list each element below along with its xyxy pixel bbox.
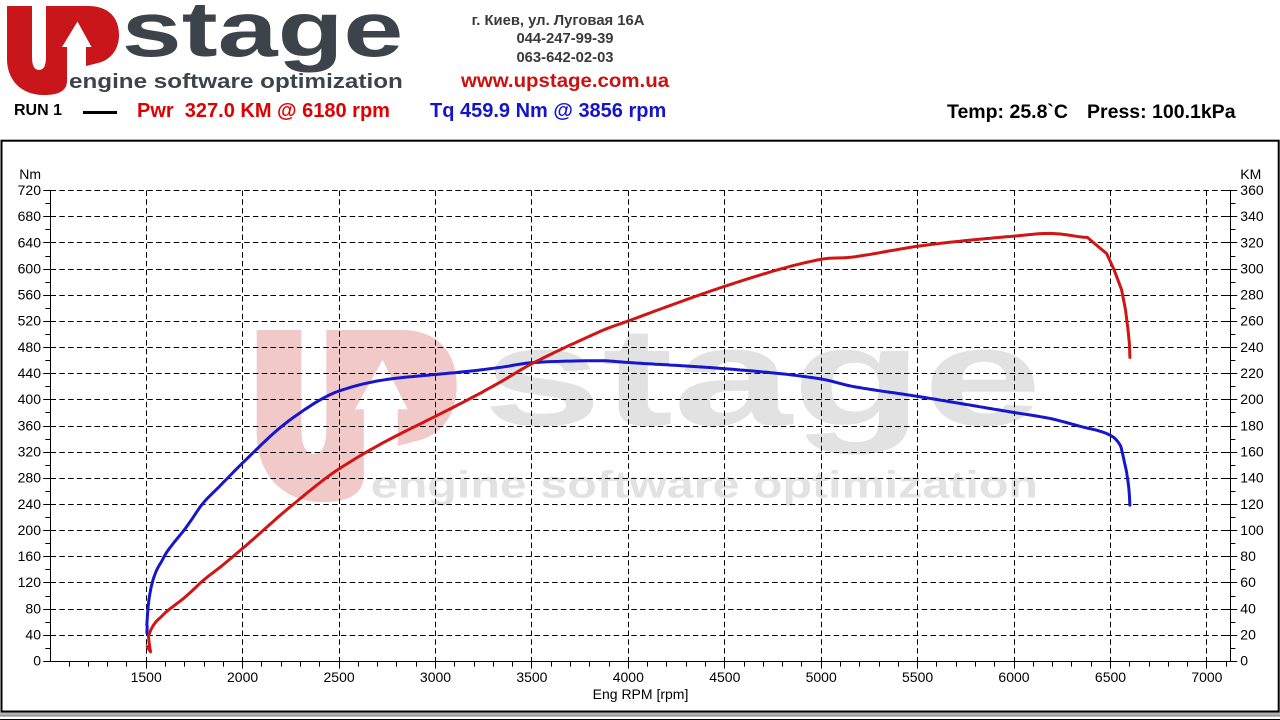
svg-text:320: 320 [1240,234,1264,250]
svg-text:stage: stage [483,299,1042,455]
svg-text:120: 120 [18,574,42,590]
svg-text:5500: 5500 [902,669,933,685]
svg-text:680: 680 [18,208,42,224]
svg-text:340: 340 [1240,208,1264,224]
svg-text:280: 280 [1240,287,1264,303]
svg-text:240: 240 [18,496,42,512]
svg-text:5000: 5000 [806,669,837,685]
svg-text:280: 280 [18,470,42,486]
svg-text:0: 0 [1240,653,1248,669]
svg-text:4500: 4500 [709,669,740,685]
svg-text:3000: 3000 [420,669,451,685]
svg-text:80: 80 [25,600,41,616]
svg-text:360: 360 [18,417,42,433]
svg-text:480: 480 [18,339,42,355]
svg-text:40: 40 [25,627,41,643]
svg-text:360: 360 [1240,182,1264,198]
svg-text:100: 100 [1240,522,1264,538]
svg-text:engine software optimization: engine software optimization [371,464,1038,506]
svg-text:40: 40 [1240,600,1256,616]
svg-text:KM: KM [1240,166,1261,182]
svg-text:600: 600 [18,260,42,276]
svg-text:560: 560 [18,287,42,303]
svg-text:640: 640 [18,234,42,250]
svg-text:160: 160 [1240,444,1264,460]
svg-text:80: 80 [1240,548,1256,564]
svg-text:300: 300 [1240,260,1264,276]
svg-text:320: 320 [18,444,42,460]
svg-text:7000: 7000 [1191,669,1222,685]
svg-text:2500: 2500 [324,669,355,685]
svg-text:Nm: Nm [19,166,41,182]
svg-text:0: 0 [33,653,41,669]
svg-text:6000: 6000 [998,669,1029,685]
svg-text:engine software optimization: engine software optimization [69,70,403,93]
svg-text:stage: stage [122,5,404,73]
svg-text:240: 240 [1240,339,1264,355]
svg-text:60: 60 [1240,574,1256,590]
svg-text:200: 200 [18,522,42,538]
svg-text:260: 260 [1240,313,1264,329]
svg-text:200: 200 [1240,391,1264,407]
svg-text:3500: 3500 [516,669,547,685]
svg-text:400: 400 [18,391,42,407]
svg-text:2000: 2000 [227,669,258,685]
svg-text:160: 160 [18,548,42,564]
svg-text:Eng RPM [rpm]: Eng RPM [rpm] [593,686,689,702]
svg-text:20: 20 [1240,627,1256,643]
svg-text:720: 720 [18,182,42,198]
svg-text:520: 520 [18,313,42,329]
svg-text:6500: 6500 [1095,669,1126,685]
svg-text:1500: 1500 [131,669,162,685]
svg-text:440: 440 [18,365,42,381]
svg-text:180: 180 [1240,417,1264,433]
svg-text:4000: 4000 [613,669,644,685]
svg-text:120: 120 [1240,496,1264,512]
svg-text:140: 140 [1240,470,1264,486]
svg-text:220: 220 [1240,365,1264,381]
